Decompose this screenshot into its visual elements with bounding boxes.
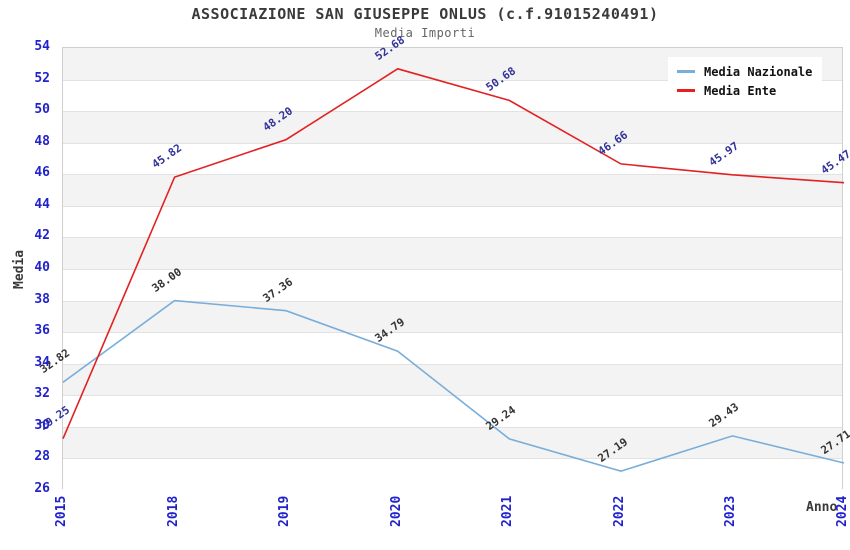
x-tick-label: 2018 — [165, 495, 181, 527]
gridline — [63, 300, 842, 302]
x-tick-label: 2021 — [500, 495, 516, 527]
gridline — [63, 332, 842, 334]
y-tick-label: 26 — [34, 481, 50, 496]
y-tick-label: 50 — [34, 102, 50, 118]
grid-band — [63, 142, 842, 175]
y-tick-label: 52 — [34, 70, 50, 86]
y-tick-label: 46 — [34, 165, 50, 181]
y-tick-label: 44 — [34, 196, 50, 212]
x-axis-label: Anno — [806, 500, 838, 515]
grid-band — [63, 363, 842, 396]
y-tick-label: 38 — [34, 291, 50, 307]
legend-swatch-media-nazionale-icon — [677, 70, 695, 73]
legend-item-media-nazionale: Media Nazionale — [677, 62, 812, 81]
series-line-1 — [62, 67, 845, 440]
grid-band — [63, 395, 842, 427]
x-tick-label: 2020 — [388, 495, 404, 527]
gridline — [63, 142, 842, 144]
gridline — [63, 458, 842, 460]
gridline — [63, 79, 842, 81]
x-tick-label: 2022 — [611, 495, 627, 527]
grid-band — [63, 205, 842, 238]
gridline — [63, 111, 842, 113]
grid-band — [63, 111, 842, 143]
y-tick-label: 32 — [34, 386, 50, 402]
y-tick-label: 28 — [34, 449, 50, 465]
gridline — [63, 426, 842, 428]
y-tick-label: 48 — [34, 133, 50, 149]
y-tick-label: 40 — [34, 260, 50, 275]
gridline — [63, 174, 842, 176]
x-tick-label: 2019 — [277, 495, 293, 527]
legend-swatch-media-ente-icon — [677, 89, 695, 92]
y-tick-label: 54 — [34, 39, 50, 54]
x-tick-label: 2015 — [54, 495, 69, 527]
x-tick-label: 2024 — [835, 495, 850, 527]
grid-band — [63, 269, 842, 301]
chart-title: ASSOCIAZIONE SAN GIUSEPPE ONLUS (c.f.910… — [191, 5, 659, 23]
legend: Media Nazionale Media Ente — [668, 57, 823, 105]
series-lines — [62, 67, 845, 473]
y-tick-label: 42 — [34, 228, 50, 244]
x-tick-label: 2023 — [723, 495, 739, 527]
series-line-0 — [62, 299, 845, 473]
gridline — [63, 395, 842, 397]
y-tick-label: 34 — [34, 354, 50, 370]
grid-band — [63, 300, 842, 333]
grid-band — [63, 237, 842, 269]
gridline — [63, 205, 842, 207]
gridline — [63, 363, 842, 365]
grid-band — [63, 458, 842, 490]
legend-label-media-nazionale: Media Nazionale — [704, 64, 813, 79]
y-tick-label: 30 — [34, 417, 50, 433]
grid-band — [63, 174, 842, 206]
legend-item-media-ente: Media Ente — [677, 81, 812, 100]
plot-area: 32.82 38.00 37.36 34.79 29.24 27.19 29.43 27.71… — [38, 33, 850, 490]
chart-subtitle: Media Importi — [374, 26, 476, 40]
legend-label-media-ente: Media Ente — [704, 83, 777, 98]
gridline — [63, 237, 842, 239]
grid-band — [63, 332, 842, 364]
y-tick-label: 36 — [34, 323, 50, 339]
gridline — [63, 269, 842, 270]
